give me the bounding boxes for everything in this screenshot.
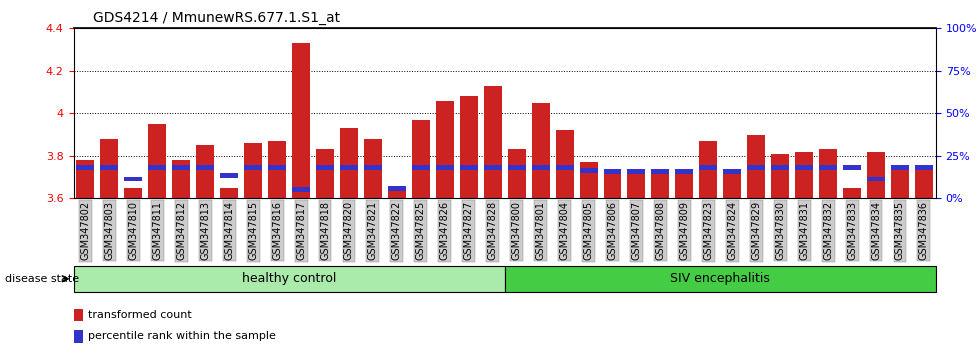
Bar: [220, 188, 238, 198]
Bar: [747, 165, 765, 170]
Bar: [292, 43, 310, 198]
Bar: [579, 162, 598, 198]
Text: transformed count: transformed count: [87, 310, 191, 320]
Bar: [436, 101, 454, 198]
Bar: [388, 188, 406, 198]
Bar: [531, 165, 550, 170]
Bar: [76, 165, 94, 170]
Bar: [891, 165, 908, 170]
Bar: [700, 141, 717, 198]
Bar: [124, 177, 142, 181]
Bar: [771, 154, 789, 198]
Bar: [244, 165, 262, 170]
Bar: [867, 152, 885, 198]
Bar: [652, 171, 669, 198]
Bar: [364, 165, 382, 170]
Bar: [292, 187, 310, 192]
Bar: [723, 171, 741, 198]
Bar: [747, 135, 765, 198]
Text: healthy control: healthy control: [242, 272, 336, 285]
Bar: [627, 169, 646, 174]
Bar: [508, 165, 525, 170]
Bar: [412, 165, 430, 170]
Bar: [74, 330, 83, 343]
Bar: [795, 165, 813, 170]
Text: percentile rank within the sample: percentile rank within the sample: [87, 331, 275, 341]
Bar: [484, 165, 502, 170]
Bar: [604, 171, 621, 198]
Bar: [484, 86, 502, 198]
Bar: [460, 165, 477, 170]
Bar: [867, 177, 885, 181]
Bar: [74, 266, 505, 292]
Bar: [220, 173, 238, 178]
Bar: [891, 166, 908, 198]
Bar: [316, 149, 334, 198]
Bar: [604, 169, 621, 174]
Bar: [508, 149, 525, 198]
Bar: [460, 96, 477, 198]
Bar: [172, 165, 190, 170]
Bar: [148, 124, 167, 198]
Bar: [915, 166, 933, 198]
Bar: [556, 130, 573, 198]
Bar: [723, 169, 741, 174]
Text: disease state: disease state: [5, 274, 79, 284]
Bar: [915, 165, 933, 170]
Bar: [531, 103, 550, 198]
Bar: [388, 186, 406, 191]
Bar: [700, 165, 717, 170]
Bar: [627, 171, 646, 198]
Bar: [795, 152, 813, 198]
Bar: [412, 120, 430, 198]
Bar: [100, 165, 119, 170]
Bar: [100, 139, 119, 198]
Bar: [675, 171, 693, 198]
Text: SIV encephalitis: SIV encephalitis: [670, 272, 770, 285]
Bar: [124, 188, 142, 198]
Bar: [843, 188, 861, 198]
Bar: [364, 139, 382, 198]
Bar: [436, 165, 454, 170]
Bar: [316, 165, 334, 170]
Bar: [579, 168, 598, 173]
Text: GDS4214 / MmunewRS.677.1.S1_at: GDS4214 / MmunewRS.677.1.S1_at: [93, 11, 340, 25]
Bar: [172, 160, 190, 198]
Bar: [74, 309, 83, 321]
Bar: [148, 165, 167, 170]
Bar: [556, 165, 573, 170]
Bar: [244, 143, 262, 198]
Bar: [340, 165, 358, 170]
Bar: [843, 165, 861, 170]
Bar: [269, 141, 286, 198]
Bar: [76, 160, 94, 198]
Bar: [340, 128, 358, 198]
Bar: [196, 165, 215, 170]
Bar: [269, 165, 286, 170]
Bar: [819, 165, 837, 170]
Bar: [675, 169, 693, 174]
Bar: [819, 149, 837, 198]
Bar: [771, 165, 789, 170]
Bar: [196, 145, 215, 198]
Bar: [505, 266, 936, 292]
Bar: [652, 169, 669, 174]
